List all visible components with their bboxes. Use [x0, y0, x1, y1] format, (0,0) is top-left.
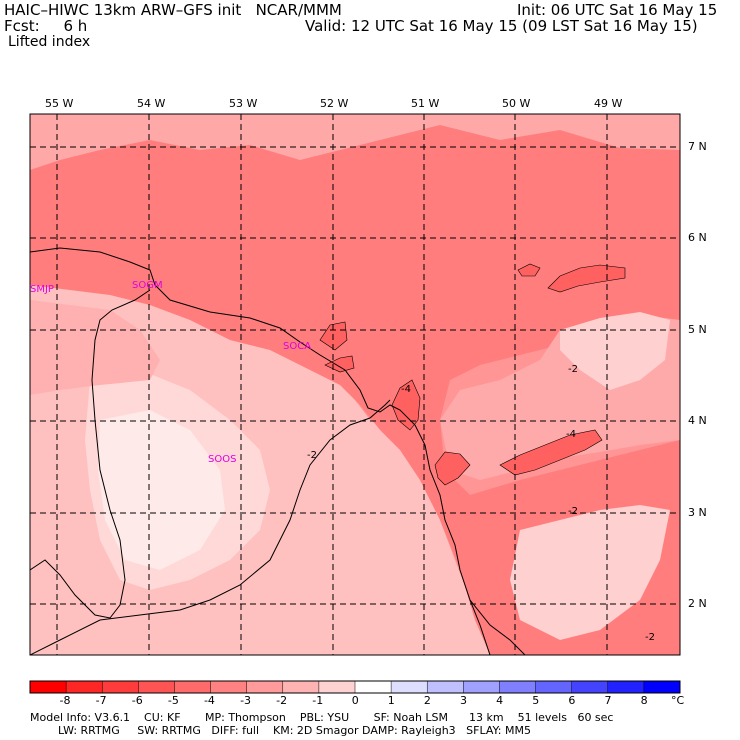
- model-title: HAIC–HIWC 13km ARW–GFS init NCAR/MMM: [4, 1, 342, 19]
- colorbar-tick-label: -7: [95, 694, 107, 707]
- lat-label: 3 N: [688, 506, 707, 519]
- colorbar-tick-label: -2: [276, 694, 288, 707]
- field-name: Lifted index: [8, 34, 91, 50]
- colorbar-tick-label: 3: [460, 694, 468, 707]
- colorbar-tick-label: -6: [131, 694, 143, 707]
- valid-time: Valid: 12 UTC Sat 16 May 15 (09 LST Sat …: [305, 17, 698, 35]
- colorbar-unit: °C: [671, 694, 685, 707]
- fill-pale-se: [510, 505, 670, 640]
- station-smjp: SMJP: [30, 284, 54, 295]
- lat-label: 6 N: [688, 231, 707, 244]
- fill-light-north: [30, 114, 680, 170]
- colorbar-tick-label: -8: [59, 694, 71, 707]
- colorbar-tick-label: -5: [167, 694, 179, 707]
- cell-soca: [319, 321, 355, 373]
- fill-light-west: [30, 300, 160, 395]
- contour-label: -2: [307, 450, 317, 461]
- border-suriname-guyana: [30, 289, 151, 619]
- fill-pale-east: [560, 312, 670, 390]
- contour-label: -4: [566, 429, 576, 440]
- contour-label: -2: [645, 632, 655, 643]
- colorbar-tick-label: 0: [351, 694, 359, 707]
- coastline: [30, 247, 526, 655]
- border-east: [469, 599, 491, 655]
- cell-mid: [434, 451, 471, 486]
- colorbar-tick-label: -4: [203, 694, 215, 707]
- fill-inner-band: [30, 120, 680, 655]
- lat-label: 2 N: [688, 597, 707, 610]
- init-time: Init: 06 UTC Sat 16 May 15: [517, 1, 718, 19]
- contour-label: -2: [568, 506, 578, 517]
- cell-ne: [547, 264, 626, 293]
- contour-label: -2: [568, 364, 578, 375]
- colorbar-tick-label: -1: [312, 694, 324, 707]
- station-soca: SOCA: [283, 341, 311, 352]
- model-info-line1: Model Info: V3.6.1 CU: KF MP: Thompson P…: [30, 711, 614, 724]
- cell-east: [499, 429, 603, 476]
- colorbar-tick-label: 8: [640, 694, 648, 707]
- station-soos: SOOS: [208, 454, 236, 465]
- station-sogm: SOGM: [132, 280, 163, 291]
- colorbar-tick-label: 7: [604, 694, 612, 707]
- lon-label: 54 W: [137, 97, 166, 110]
- colorbar-tick-label: 2: [423, 694, 431, 707]
- fill-faint-sw: [98, 410, 225, 570]
- colorbar-tick-label: -3: [240, 694, 252, 707]
- colorbar-tick-label: 6: [568, 694, 576, 707]
- lat-label: 5 N: [688, 323, 707, 336]
- model-info-line2: LW: RRTMG SW: RRTMG DIFF: full KM: 2D Sm…: [30, 724, 531, 737]
- colorbar-tick-label: 4: [496, 694, 504, 707]
- forecast-hour: Fcst: 6 h: [4, 17, 88, 35]
- colorbar-tick-label: 5: [532, 694, 540, 707]
- cell-river: [391, 379, 421, 431]
- lon-label: 52 W: [320, 97, 349, 110]
- cell-ne2: [517, 263, 541, 277]
- lon-label: 50 W: [502, 97, 531, 110]
- map-frame: [29, 113, 681, 656]
- lon-label: 49 W: [594, 97, 623, 110]
- lon-label: 55 W: [45, 97, 74, 110]
- contour-label: -4: [401, 384, 411, 395]
- lat-label: 4 N: [688, 414, 707, 427]
- lon-label: 51 W: [411, 97, 440, 110]
- lat-label: 7 N: [688, 140, 707, 153]
- colorbar-tick-label: 1: [387, 694, 395, 707]
- lon-label: 53 W: [229, 97, 258, 110]
